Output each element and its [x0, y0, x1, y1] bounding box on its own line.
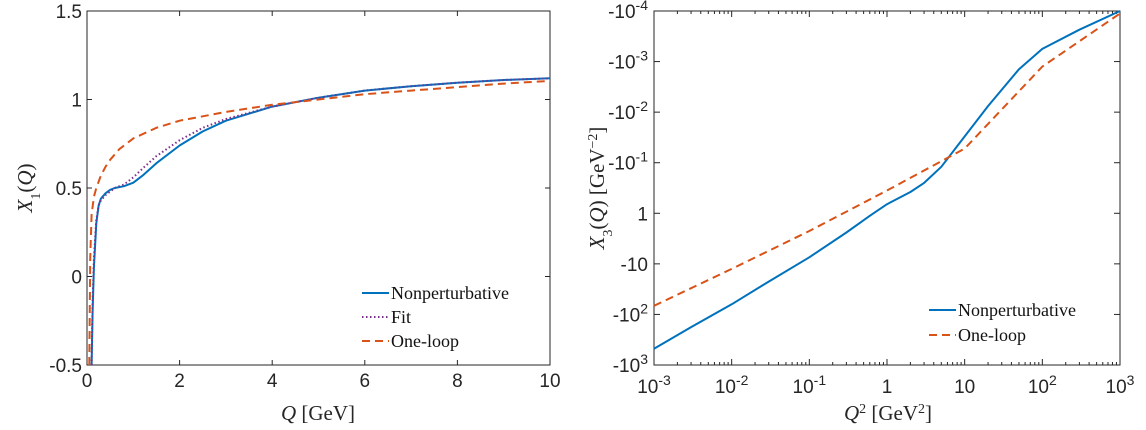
right-y-tick-label: -102: [613, 300, 648, 326]
right-y-tick-label: -10-1: [608, 149, 648, 175]
left-y-tick-label: 1: [71, 91, 82, 112]
left-y-tick-label: 0.5: [56, 179, 82, 200]
left-x-tick-label: 6: [360, 371, 371, 392]
left-x-tick-label: 0: [82, 371, 93, 392]
right-series-line-nonperturbative: [653, 10, 1121, 350]
left-legend-label-one-loop: One-loop: [391, 331, 459, 351]
right-legend-label-nonperturbative: Nonperturbative: [958, 300, 1076, 320]
right-legend-label-one-loop: One-loop: [958, 325, 1026, 345]
right-x-tick-label: 10-1: [793, 372, 827, 398]
left-x-axis-label: Q [GeV]: [281, 401, 355, 425]
left-plot-area: [86, 10, 551, 366]
left-x-tick-label: 10: [539, 371, 560, 392]
left-x-tick-label: 4: [267, 371, 278, 392]
right-y-tick-label: -10-2: [608, 98, 648, 124]
right-x-tick-label: 103: [1106, 372, 1135, 398]
right-y-tick-label: -10-3: [608, 48, 648, 74]
right-y-tick-label: 1: [637, 204, 648, 225]
left-series-line-nonperturbative: [90, 77, 551, 366]
left-series-line-one-loop: [88, 79, 551, 366]
right-y-tick-label: -103: [613, 351, 648, 377]
right-y-axis-label: X3(Q) [GeV−2]: [585, 127, 616, 251]
right-x-tick-label: 102: [1028, 372, 1057, 398]
right-x-tick-label: 10-3: [637, 372, 671, 398]
right-legend: Nonperturbative One-loop: [929, 300, 1076, 345]
left-legend-label-fit: Fit: [391, 307, 411, 327]
left-x-tick-label: 2: [174, 371, 185, 392]
left-y-axis-label: X1(Q): [13, 164, 44, 214]
left-legend-label-nonperturbative: Nonperturbative: [391, 283, 509, 303]
left-chart: 0 2 4 6 8 10-0.500.511.5 Nonperturbative Fit …: [13, 2, 561, 425]
left-x-tick-label: 8: [452, 371, 463, 392]
right-x-axis-label: Q2 [GeV2]: [844, 401, 932, 425]
right-y-tick-label: -10-4: [608, 0, 648, 23]
right-x-tick-label: 1: [882, 377, 893, 398]
right-x-tick-label: 10-2: [715, 372, 749, 398]
left-y-tick-label: 0: [71, 268, 82, 289]
left-y-tick-label: -0.5: [49, 356, 82, 377]
left-y-tick-label: 1.5: [56, 2, 82, 23]
right-y-tick-label: -10: [621, 255, 648, 276]
right-series-line-one-loop: [653, 12, 1121, 307]
right-chart: 10-3 10-2 10-1 1 10 102 103-10-4-10-3-10-2-10-…: [585, 0, 1135, 425]
right-x-tick-label: 10: [954, 377, 975, 398]
right-plot-area: [653, 10, 1121, 366]
left-legend: Nonperturbative Fit One-loop: [362, 283, 509, 351]
